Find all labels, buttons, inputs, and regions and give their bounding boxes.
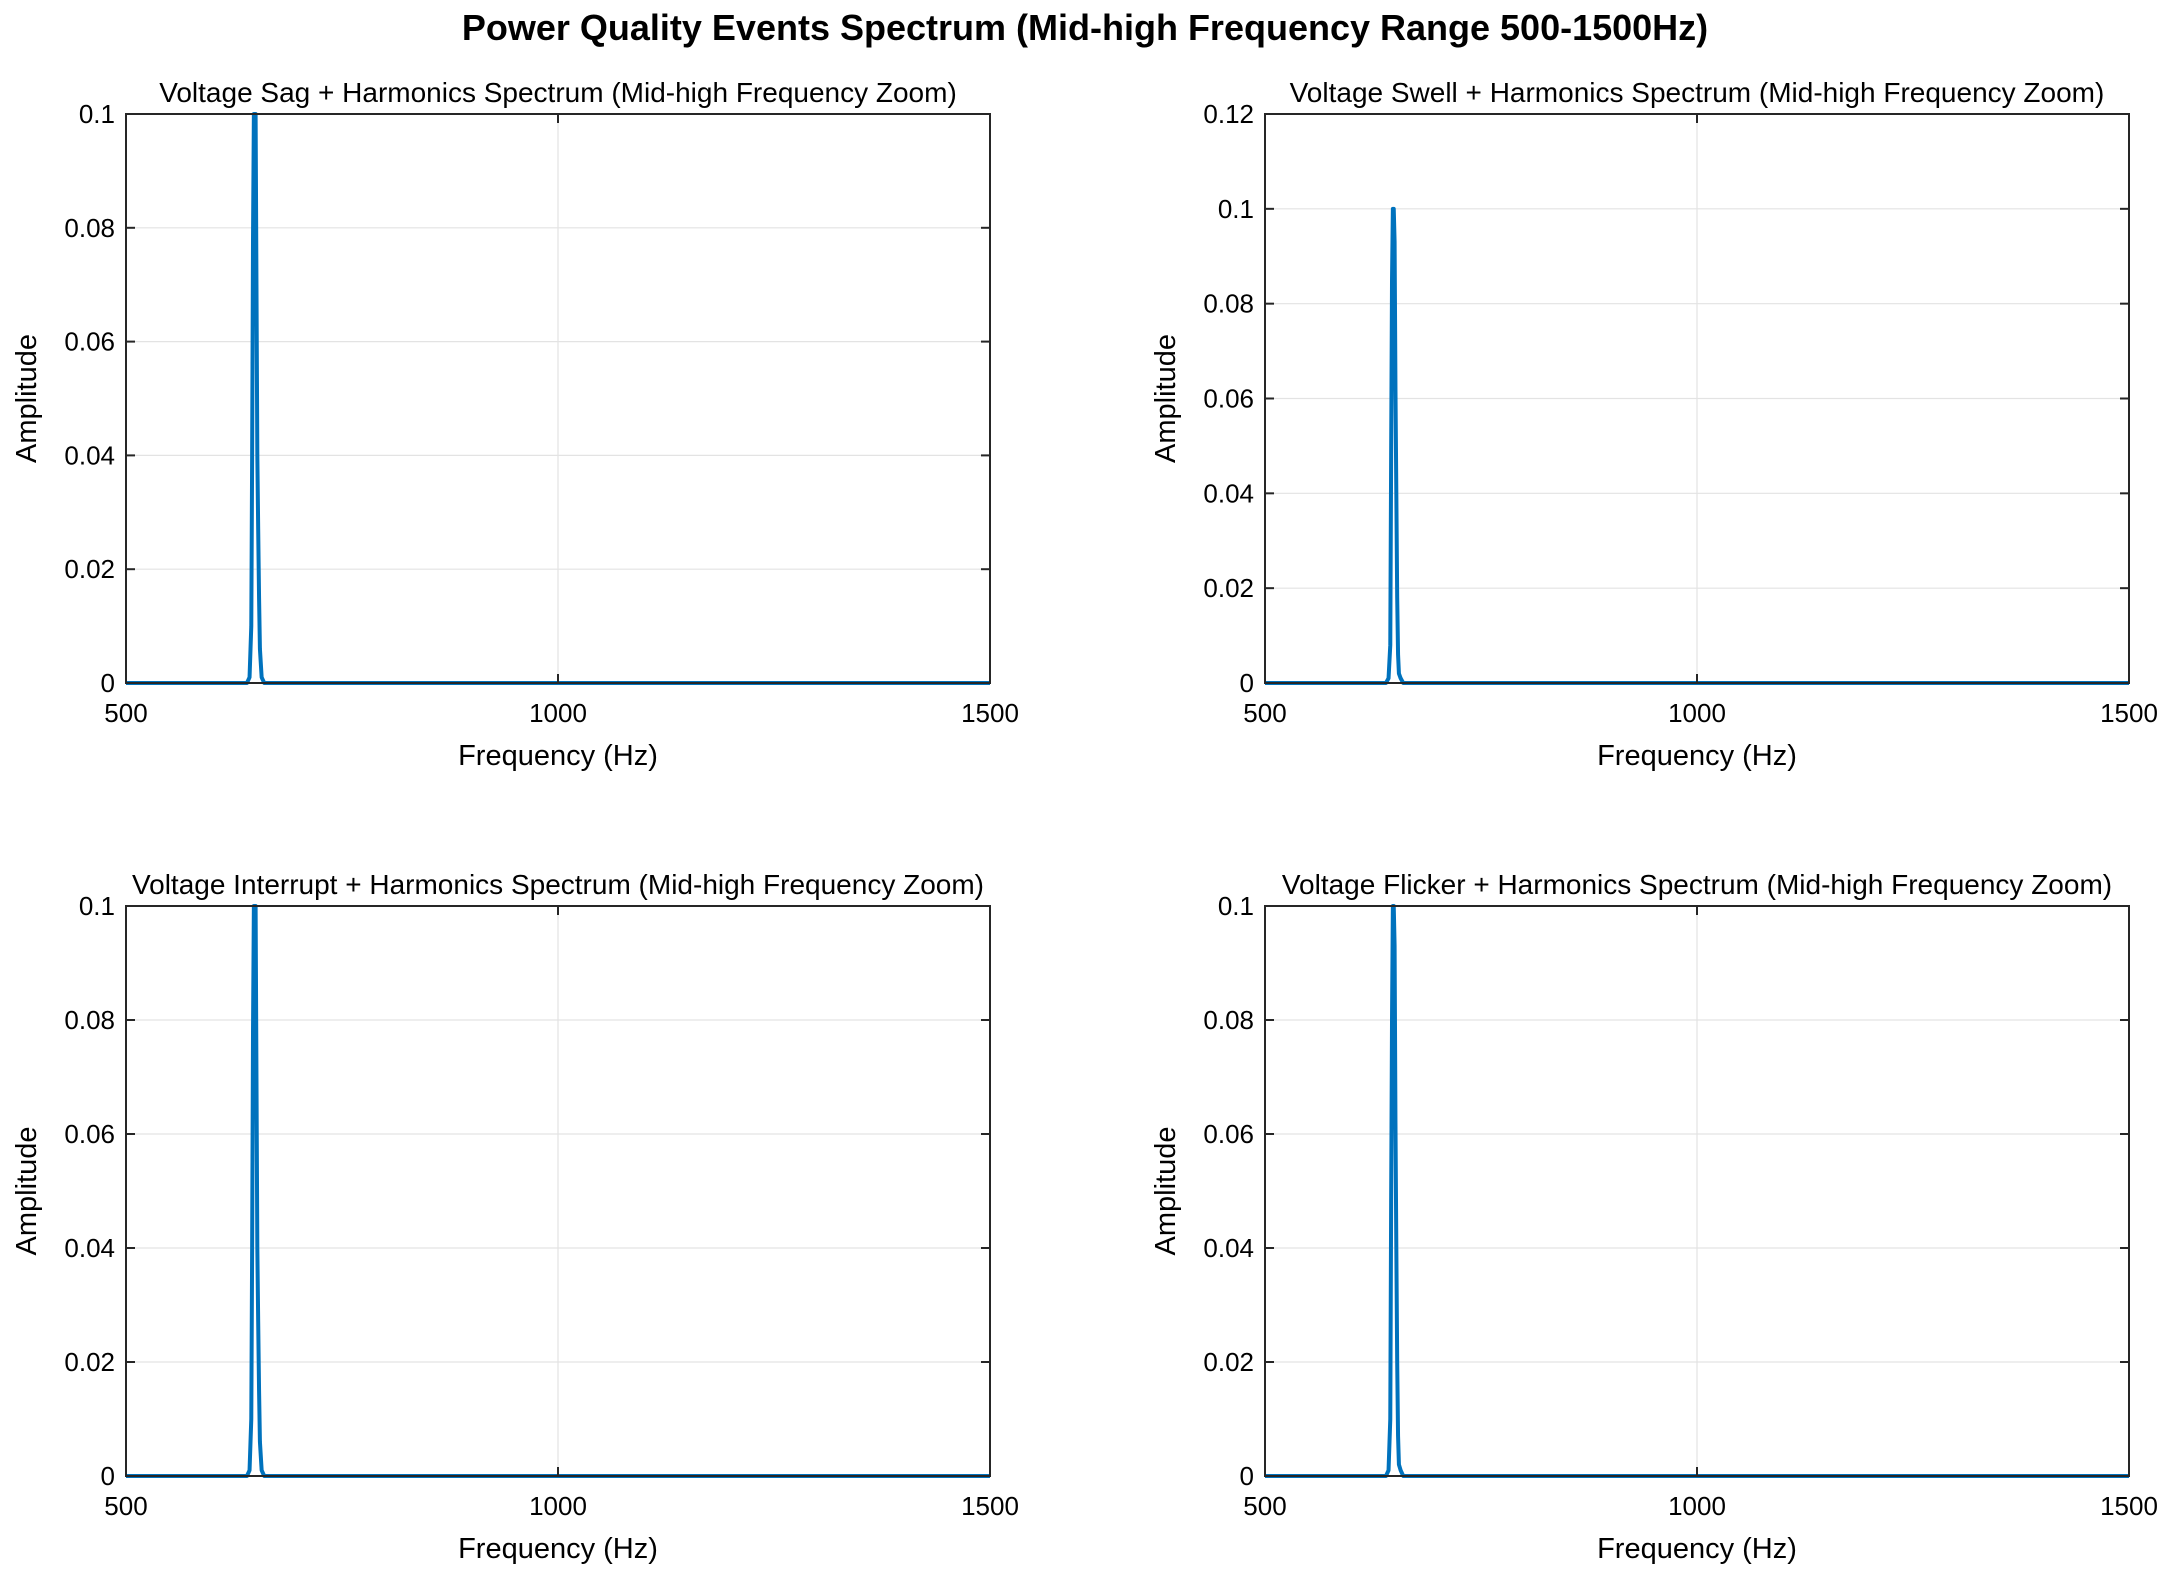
y-tick-label: 0.04 [1203, 1233, 1254, 1263]
y-tick-label: 0.1 [79, 891, 115, 921]
x-tick-label: 500 [1243, 698, 1286, 728]
y-tick-label: 0.06 [64, 327, 115, 357]
y-tick-label: 0.08 [1203, 289, 1254, 319]
x-tick-label: 500 [104, 1491, 147, 1521]
x-tick-label: 1500 [961, 698, 1019, 728]
y-axis-label: Amplitude [1150, 1127, 1182, 1256]
y-tick-label: 0 [1240, 668, 1254, 698]
y-tick-label: 0.08 [64, 1005, 115, 1035]
y-tick-label: 0.04 [1203, 478, 1254, 508]
x-tick-label: 1000 [529, 698, 587, 728]
x-tick-label: 1000 [1668, 1491, 1726, 1521]
y-tick-label: 0.04 [64, 1233, 115, 1263]
x-tick-label: 1000 [529, 1491, 587, 1521]
y-tick-label: 0 [1240, 1461, 1254, 1491]
y-tick-label: 0.02 [64, 1347, 115, 1377]
x-tick-label: 1000 [1668, 698, 1726, 728]
y-tick-label: 0.02 [1203, 573, 1254, 603]
panel-title: Voltage Flicker + Harmonics Spectrum (Mi… [1282, 869, 2112, 900]
chart-panel-1: 500 1000 1500 0 0.02 0.04 0.06 0.08 0.1 Voltage S… [11, 77, 1019, 772]
x-tick-label: 1500 [961, 1491, 1019, 1521]
x-axis-label: Frequency (Hz) [1597, 1533, 1797, 1565]
y-tick-label: 0.12 [1203, 99, 1254, 129]
y-tick-label: 0.02 [64, 554, 115, 584]
x-tick-label: 1500 [2100, 1491, 2158, 1521]
y-tick-label: 0.1 [1218, 891, 1254, 921]
series-line [1265, 206, 2129, 685]
y-tick-label: 0.08 [1203, 1005, 1254, 1035]
x-tick-label: 1500 [2100, 698, 2158, 728]
chart-panel-4: 500 1000 1500 0 0.02 0.04 0.06 0.08 0.1 Voltage F… [1150, 869, 2158, 1565]
y-tick-label: 0.1 [1218, 194, 1254, 224]
x-tick-label: 500 [1243, 1491, 1286, 1521]
panel-title: Voltage Sag + Harmonics Spectrum (Mid-hi… [159, 77, 957, 108]
chart-panel-3: 500 1000 1500 0 0.02 0.04 0.06 0.08 0.1 Voltage I… [11, 869, 1019, 1565]
y-axis-label: Amplitude [1150, 334, 1182, 463]
panel-title: Voltage Swell + Harmonics Spectrum (Mid-… [1290, 77, 2105, 108]
y-tick-label: 0.04 [64, 440, 115, 470]
x-axis-label: Frequency (Hz) [458, 740, 658, 772]
panel-title: Voltage Interrupt + Harmonics Spectrum (… [132, 869, 984, 900]
y-tick-label: 0.1 [79, 99, 115, 129]
series-line [1265, 904, 2129, 1478]
figure-title: Power Quality Events Spectrum (Mid-high … [462, 7, 1708, 48]
y-tick-label: 0 [101, 668, 115, 698]
y-axis-label: Amplitude [11, 334, 43, 463]
y-axis-label: Amplitude [11, 1127, 43, 1256]
chart-panel-2: 500 1000 1500 0 0.02 0.04 0.06 0.08 0.1 0.12 Volta… [1150, 77, 2158, 772]
x-axis-label: Frequency (Hz) [458, 1533, 658, 1565]
y-tick-label: 0.08 [64, 213, 115, 243]
x-tick-label: 500 [104, 698, 147, 728]
y-tick-label: 0.06 [64, 1119, 115, 1149]
y-tick-label: 0.06 [1203, 1119, 1254, 1149]
y-tick-label: 0.06 [1203, 384, 1254, 414]
y-tick-label: 0.02 [1203, 1347, 1254, 1377]
x-axis-label: Frequency (Hz) [1597, 740, 1797, 772]
y-tick-label: 0 [101, 1461, 115, 1491]
